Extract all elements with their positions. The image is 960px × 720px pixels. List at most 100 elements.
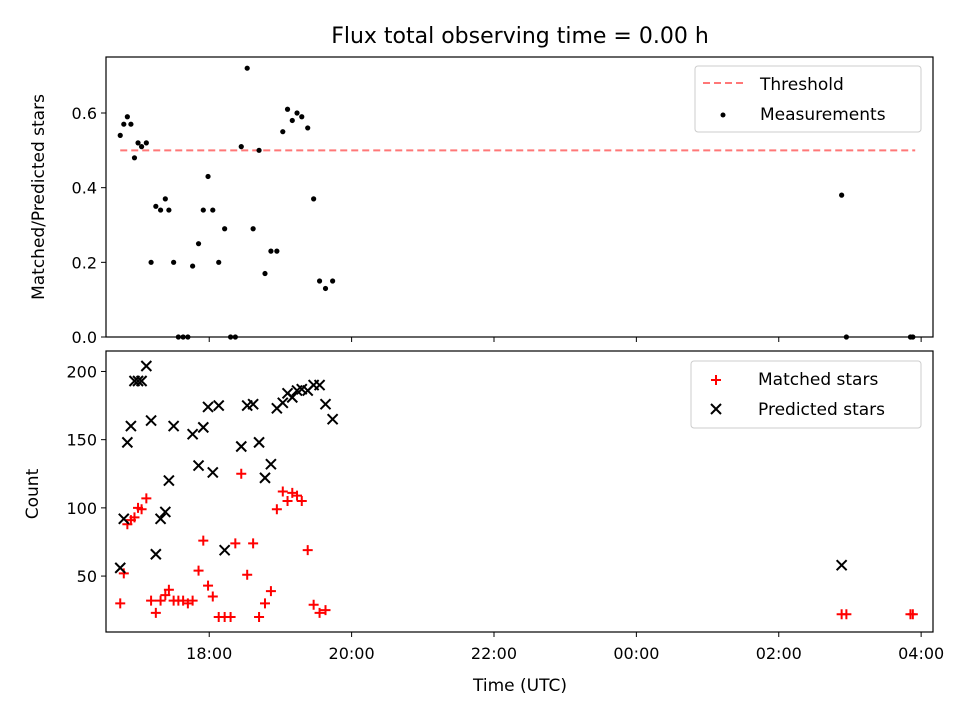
matched-stars-legend-swatch [711, 375, 721, 385]
bottom-chart-xlabel: Time (UTC) [472, 676, 567, 696]
matched-stars-point [242, 569, 253, 580]
predicted-stars-point [140, 360, 153, 372]
measurement-point [268, 248, 274, 254]
matched-stars-point [150, 607, 161, 618]
matched-stars-point [320, 605, 331, 616]
measurement-point [274, 248, 280, 254]
matched-stars-point [155, 595, 166, 606]
measurement-point [238, 144, 244, 150]
bottom-y-tick-label: 50 [77, 567, 97, 586]
measurement-point [138, 144, 145, 150]
predicted-stars-point [259, 472, 271, 484]
top-y-tick-label: 0.2 [72, 253, 97, 272]
matched-stars-point [115, 598, 126, 609]
measurement-point [216, 259, 222, 265]
measurement-point [205, 173, 211, 180]
predicted-stars-point [202, 401, 214, 413]
measurement-point [289, 117, 295, 124]
bottom-y-tick-label: 150 [66, 431, 97, 450]
matched-stars-point [277, 486, 288, 497]
predicted-stars-point [118, 513, 130, 525]
matched-stars-point [163, 584, 174, 595]
predicted-stars-point [192, 459, 205, 472]
matched-stars-point [141, 493, 152, 504]
predicted-stars-point [277, 397, 289, 409]
matched-stars-point [187, 595, 198, 606]
measurement-point [316, 278, 323, 284]
predicted-stars-point [150, 548, 162, 560]
predicted-stars-point [197, 421, 210, 434]
measurement-point [284, 106, 291, 112]
predicted-stars-point [121, 436, 134, 449]
measurement-point [153, 203, 159, 209]
matched-stars-point [203, 580, 214, 591]
measurement-point [250, 226, 256, 232]
bottom-x-tick-label: 18:00 [186, 644, 232, 663]
measurement-point [330, 278, 336, 284]
top-chart-title: Flux total observing time = 0.00 h [331, 24, 709, 49]
predicted-stars-point [253, 436, 265, 449]
measurement-point [222, 226, 228, 232]
bottom-legend: Matched stars Predicted stars [690, 360, 922, 429]
matched-stars-point [207, 591, 218, 602]
matched-stars-point [841, 609, 852, 620]
predicted-stars-point [135, 375, 148, 387]
matched-stars-point [225, 611, 236, 622]
matched-stars-point [254, 611, 265, 622]
measurement-point [256, 147, 262, 153]
matched-stars-point [271, 504, 282, 515]
measurement-point [148, 259, 154, 265]
matched-stars-point [265, 586, 276, 597]
predicted-stars-point [114, 562, 126, 574]
predicted-stars-point [145, 414, 157, 427]
bottom-plot-area: 50 100 150 200 18:00 20:00 22:00 00:00 02:00 04:0… [66, 350, 944, 663]
matched-stars-point [292, 490, 303, 501]
bottom-chart-ylabel: Count [23, 468, 43, 519]
matched-stars-point [129, 512, 140, 523]
predicted-stars-point [247, 398, 259, 410]
predicted-stars-legend-label: Predicted stars [758, 400, 885, 420]
bottom-x-tick-label: 04:00 [898, 644, 944, 663]
measurement-point [299, 114, 305, 120]
matched-stars-point [302, 545, 313, 556]
measurement-point [195, 241, 202, 247]
bottom-x-tick-label: 20:00 [329, 644, 375, 663]
measurement-point [124, 114, 130, 120]
top-legend: Threshold Measurements [694, 65, 922, 133]
bottom-legend-box [690, 360, 922, 429]
top-axes-frame [105, 56, 934, 338]
measurement-point [157, 207, 164, 213]
matched-stars-point [259, 598, 270, 609]
predicted-stars-point [186, 428, 199, 440]
matched-stars-point [907, 609, 918, 620]
matched-stars-point [296, 496, 307, 507]
predicted-stars-point [326, 413, 339, 425]
matched-stars-point [146, 595, 157, 606]
predicted-stars-point [125, 420, 137, 432]
measurement-point [166, 207, 172, 213]
matched-stars-point [248, 538, 259, 549]
matched-stars-point [230, 538, 241, 549]
top-y-tick-label: 0.4 [72, 179, 97, 198]
measurement-point [190, 263, 196, 269]
predicted-stars-point [286, 391, 298, 404]
measurement-point [117, 132, 123, 138]
predicted-stars-point [235, 440, 247, 453]
predicted-stars-point [163, 474, 175, 487]
measurement-point [135, 140, 141, 146]
measurement-point [262, 270, 268, 277]
matched-stars-point [136, 504, 147, 515]
matched-stars-point [193, 565, 204, 576]
bottom-x-tick-label: 02:00 [756, 644, 802, 663]
measurements-legend-swatch [720, 112, 726, 118]
predicted-stars-legend-swatch [710, 403, 722, 415]
measurement-point [311, 196, 317, 202]
predicted-stars-point [319, 398, 332, 410]
measurement-point [280, 129, 286, 135]
top-legend-box [694, 65, 922, 133]
predicted-stars-point [835, 559, 848, 571]
threshold-legend-label: Threshold [759, 75, 844, 95]
bottom-x-tick-label: 00:00 [613, 644, 659, 663]
measurement-point [294, 110, 300, 116]
matched-stars-point [198, 535, 209, 546]
